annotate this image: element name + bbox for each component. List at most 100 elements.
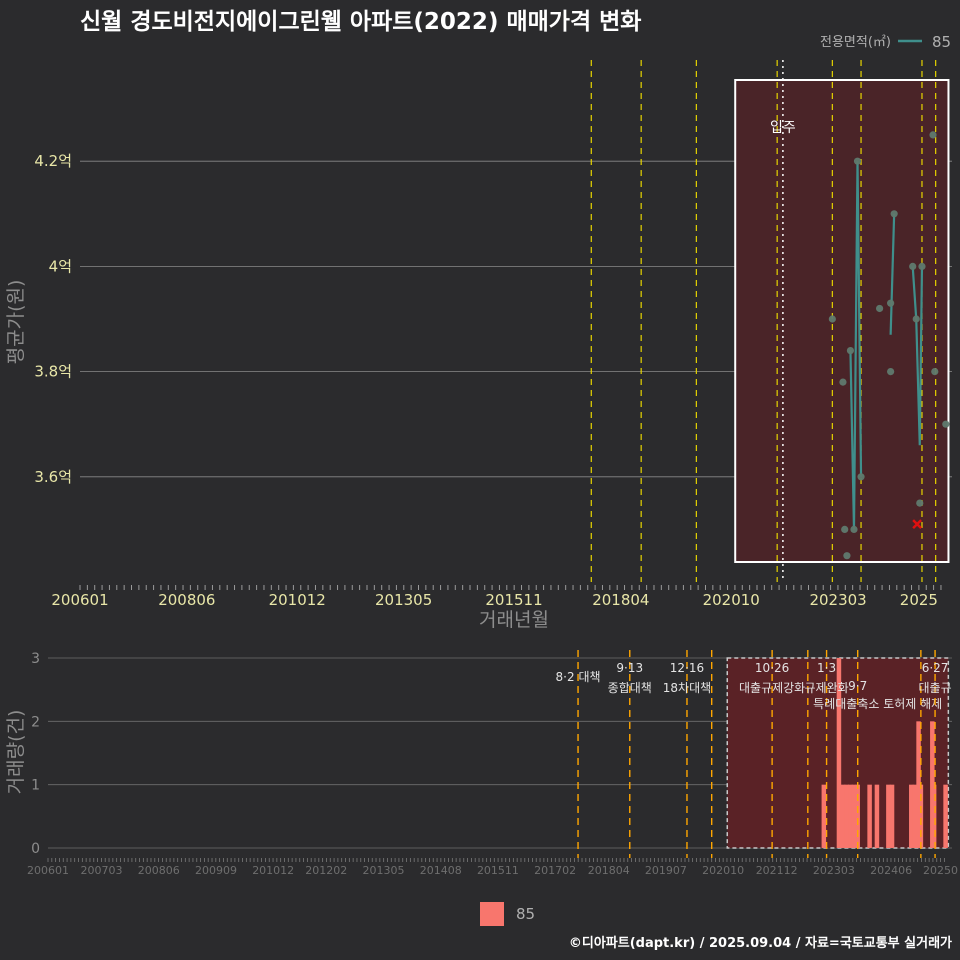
top-legend: 전용면적(㎡) 85 (820, 33, 951, 51)
x-tick-label-bottom: 20250 (923, 864, 958, 877)
price-point (846, 346, 855, 355)
y-tick-label: 4억 (49, 257, 72, 275)
x-tick-label-bottom: 201511 (477, 864, 519, 877)
x-tick-label: 201305 (375, 591, 432, 609)
volume-bar (918, 784, 924, 848)
volume-bar (836, 658, 842, 848)
top-x-axis-label: 거래년월 (479, 609, 549, 631)
x-tick-label-bottom: 202112 (756, 864, 798, 877)
policy-label-sub: 규제완화 (804, 681, 848, 695)
price-point (887, 368, 895, 376)
x-tick-label-bottom: 200806 (138, 864, 180, 877)
x-tick-label-bottom: 200909 (195, 864, 237, 877)
volume-bar (851, 784, 857, 848)
credit-text: ©디아파트(dapt.kr) / 2025.09.04 / 자료=국토교통부 실… (569, 935, 952, 951)
policy-label: 10·26 (755, 661, 789, 675)
bottom-y-axis-label: 거래량(건) (5, 710, 27, 795)
x-tick-label-bottom: 202010 (702, 864, 744, 877)
volume-bar (909, 784, 914, 848)
top-y-axis-label: 평균가(원) (5, 280, 27, 365)
price-point (916, 499, 924, 507)
x-tick-label: 201012 (269, 591, 326, 609)
price-point (918, 262, 926, 270)
price-point (857, 473, 865, 481)
bottom-legend-swatch (480, 902, 504, 926)
chart-title: 신월 경도비전지에이그린웰 아파트(2022) 매매가격 변화 (80, 9, 641, 35)
price-point (828, 315, 836, 323)
price-point (839, 378, 847, 386)
y-tick-label: 4.2억 (34, 152, 72, 170)
volume-bar (840, 784, 846, 848)
x-tick-label-bottom: 201012 (252, 864, 294, 877)
y-tick-label-bottom: 2 (31, 714, 40, 730)
latest-price-marker (912, 519, 923, 530)
price-point (909, 262, 917, 270)
price-point (850, 525, 858, 534)
x-tick-label-bottom: 201907 (645, 864, 687, 877)
policy-label: 6·27 (922, 661, 949, 675)
policy-label-sub: 대출규제강화 (739, 681, 805, 695)
legend-title: 전용면적(㎡) (820, 35, 891, 50)
policy-label: 12·16 (670, 661, 704, 675)
volume-bar (930, 721, 935, 848)
volume-bar (886, 784, 891, 848)
price-point (887, 299, 895, 307)
price-line (849, 161, 863, 530)
policy-label: 8·2 대책 (556, 669, 601, 684)
x-tick-label-bottom: 201202 (305, 864, 347, 877)
x-tick-label-bottom: 201804 (588, 864, 630, 877)
policy-label-sub: 대출규 (919, 681, 952, 695)
volume-chart: 0 1 2 3 8·2 대책 9·13 종합대책 12·16 18차대책 10·26 대출규제강화 1… (27, 650, 958, 877)
policy-label: 1·3 (817, 661, 836, 675)
volume-bar (844, 784, 849, 848)
volume-bar (912, 784, 918, 848)
x-tick-label-bottom: 200601 (27, 864, 69, 877)
price-point (890, 210, 898, 218)
policy-label-sub: 18차대책 (663, 680, 711, 695)
policy-label-sub: 9·7 (848, 679, 867, 693)
movein-label: 입주 (770, 120, 796, 136)
price-point (929, 131, 937, 139)
x-tick-label-bottom: 200703 (81, 864, 123, 877)
x-tick-label-bottom: 201305 (363, 864, 405, 877)
bottom-legend: 85 (480, 902, 535, 926)
volume-bar (943, 784, 948, 848)
x-tick-label-bottom: 201702 (534, 864, 576, 877)
x-tick-label: 200601 (51, 591, 108, 609)
price-point (843, 552, 851, 560)
x-tick-label: 202303 (809, 591, 866, 609)
volume-bar (855, 784, 860, 848)
price-point (875, 304, 884, 313)
policy-label-sub2: 특례대출축소 토허제 해제 (813, 697, 942, 711)
x-tick-label: 201511 (485, 591, 542, 609)
legend-value: 85 (932, 33, 951, 51)
volume-bar (889, 784, 895, 848)
price-point (912, 315, 920, 323)
x-tick-label-bottom: 202303 (813, 864, 855, 877)
volume-bar (916, 721, 921, 848)
x-tick-label: 2025 (900, 591, 938, 609)
price-line (889, 213, 896, 335)
x-tick-label: 200806 (158, 591, 215, 609)
volume-bar (931, 784, 937, 848)
x-tick-label-bottom: 201408 (420, 864, 462, 877)
bottom-legend-value: 85 (516, 905, 535, 923)
highlight-region (734, 79, 950, 563)
volume-bar (874, 784, 880, 848)
price-point (931, 368, 939, 376)
x-tick-label: 202010 (703, 591, 760, 609)
price-chart: 3.6억 3.8억 4억 4.2억 입주 200601 200806 201012 201305… (34, 60, 952, 609)
volume-bar (867, 784, 872, 848)
volume-bar (821, 784, 827, 848)
x-tick-label: 201804 (592, 591, 649, 609)
price-line (911, 266, 924, 446)
y-tick-label: 3.6억 (34, 468, 72, 486)
price-point (841, 525, 849, 534)
price-point (942, 420, 950, 428)
y-tick-label-bottom: 3 (31, 651, 40, 667)
x-tick-label-bottom: 202406 (870, 864, 912, 877)
y-tick-label-bottom: 1 (31, 778, 40, 794)
y-tick-label-bottom: 0 (31, 841, 40, 857)
price-point (853, 157, 862, 165)
